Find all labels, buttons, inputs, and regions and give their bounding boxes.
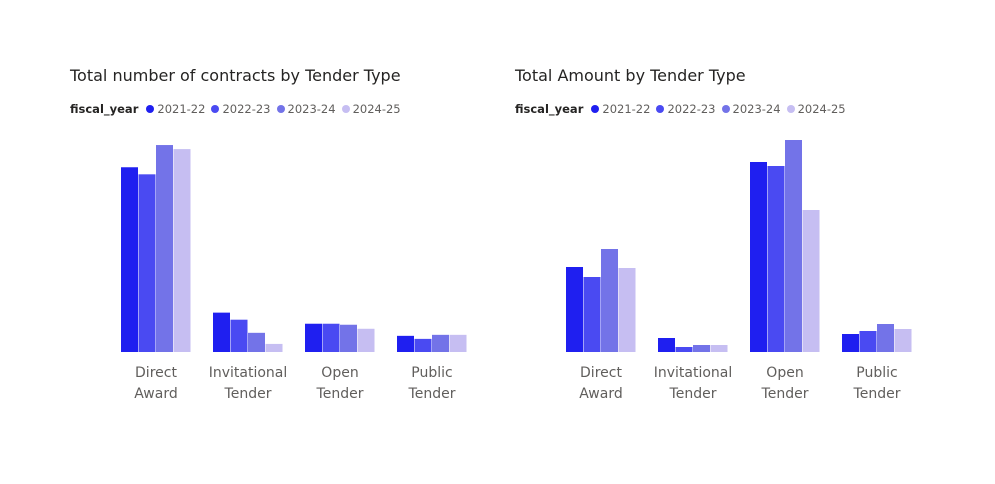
legend-item-2023-24[interactable]: 2023-24 xyxy=(721,102,781,116)
category-label: Tender xyxy=(761,386,809,402)
legend-dot-icon xyxy=(341,105,350,113)
category-label: Open xyxy=(321,365,358,381)
bar-2024-25-invitational-tender[interactable] xyxy=(265,343,283,352)
category-label: Public xyxy=(411,365,452,381)
category-label: Tender xyxy=(316,386,364,402)
category-label: Invitational xyxy=(209,365,288,381)
bar-2024-25-invitational-tender[interactable] xyxy=(710,345,728,352)
category-label: Public xyxy=(856,365,897,381)
bar-2022-23-public-tender[interactable] xyxy=(859,331,877,352)
legend-label: 2021-22 xyxy=(602,102,651,116)
legend-title: fiscal_year xyxy=(70,102,139,116)
bar-2021-22-invitational-tender[interactable] xyxy=(658,338,675,352)
legend-label: 2022-23 xyxy=(667,102,716,116)
bar-2021-22-open-tender[interactable] xyxy=(305,323,322,352)
legend-dot-icon xyxy=(786,105,795,113)
bar-chart-amount: Direct Award Invitational Tender Open Tender P… xyxy=(566,140,912,402)
bar-2024-25-direct-award[interactable] xyxy=(618,268,636,352)
bar-2021-22-public-tender[interactable] xyxy=(397,335,414,352)
bar-2023-24-public-tender[interactable] xyxy=(432,334,449,352)
bar-2024-25-direct-award[interactable] xyxy=(173,149,191,352)
bar-2021-22-direct-award[interactable] xyxy=(566,267,583,352)
bar-chart-contracts: Direct Award Invitational Tender Open Tender P… xyxy=(121,145,467,402)
bar-2022-23-public-tender[interactable] xyxy=(414,338,432,352)
legend-item-2024-25[interactable]: 2024-25 xyxy=(786,102,846,116)
legend-title: fiscal_year xyxy=(515,102,584,116)
bar-2023-24-invitational-tender[interactable] xyxy=(693,345,710,352)
legend-item-2022-23[interactable]: 2022-23 xyxy=(656,102,716,116)
bar-2022-23-invitational-tender[interactable] xyxy=(230,319,248,352)
legend-item-2021-22[interactable]: 2021-22 xyxy=(146,102,205,116)
legend: fiscal_year 2021-22 2022-23 2023-24 2024… xyxy=(515,102,852,116)
category-label: Tender xyxy=(853,386,901,402)
bar-2022-23-open-tender[interactable] xyxy=(322,323,340,352)
bar-2023-24-open-tender[interactable] xyxy=(340,324,357,352)
bar-2021-22-direct-award[interactable] xyxy=(121,167,138,352)
bar-2022-23-direct-award[interactable] xyxy=(583,277,601,352)
bar-2024-25-open-tender[interactable] xyxy=(357,328,375,352)
legend-item-2023-24[interactable]: 2023-24 xyxy=(276,102,336,116)
legend-dot-icon xyxy=(591,105,600,113)
legend-label: 2022-23 xyxy=(222,102,271,116)
legend-dot-icon xyxy=(721,105,730,113)
chart-title: Total Amount by Tender Type xyxy=(515,66,746,85)
chart-panel-contracts: Total number of contracts by Tender Type… xyxy=(70,0,540,484)
legend-dot-icon xyxy=(656,105,665,113)
bar-2023-24-open-tender[interactable] xyxy=(785,140,802,352)
legend-dot-icon xyxy=(146,105,155,113)
bar-2021-22-public-tender[interactable] xyxy=(842,334,859,352)
legend-item-2024-25[interactable]: 2024-25 xyxy=(341,102,401,116)
bar-2024-25-public-tender[interactable] xyxy=(449,334,467,352)
legend-item-2021-22[interactable]: 2021-22 xyxy=(591,102,650,116)
category-label: Open xyxy=(766,365,803,381)
bar-2023-24-direct-award[interactable] xyxy=(601,249,618,352)
category-label: Direct xyxy=(135,365,177,381)
bar-2023-24-direct-award[interactable] xyxy=(156,145,173,352)
category-label: Award xyxy=(134,386,177,402)
legend-label: 2023-24 xyxy=(732,102,781,116)
legend-label: 2021-22 xyxy=(157,102,206,116)
legend-label: 2023-24 xyxy=(287,102,336,116)
legend-label: 2024-25 xyxy=(352,102,401,116)
category-label: Invitational xyxy=(654,365,733,381)
chart-panel-amount: Total Amount by Tender Type fiscal_year … xyxy=(515,0,985,484)
bar-2021-22-open-tender[interactable] xyxy=(750,162,767,352)
bar-2024-25-open-tender[interactable] xyxy=(802,210,820,352)
category-label: Tender xyxy=(669,386,717,402)
bar-2022-23-invitational-tender[interactable] xyxy=(675,347,693,352)
bar-2022-23-open-tender[interactable] xyxy=(767,166,785,352)
bar-2022-23-direct-award[interactable] xyxy=(138,174,156,352)
category-label: Tender xyxy=(408,386,456,402)
legend-dot-icon xyxy=(276,105,285,113)
chart-title: Total number of contracts by Tender Type xyxy=(70,66,401,85)
bar-2024-25-public-tender[interactable] xyxy=(894,329,912,352)
bar-2021-22-invitational-tender[interactable] xyxy=(213,312,230,352)
legend-item-2022-23[interactable]: 2022-23 xyxy=(211,102,271,116)
category-label: Direct xyxy=(580,365,622,381)
category-label: Award xyxy=(579,386,622,402)
legend-label: 2024-25 xyxy=(797,102,846,116)
legend-dot-icon xyxy=(211,105,220,113)
category-label: Tender xyxy=(224,386,272,402)
bar-2023-24-invitational-tender[interactable] xyxy=(248,332,265,352)
bar-2023-24-public-tender[interactable] xyxy=(877,324,894,352)
legend: fiscal_year 2021-22 2022-23 2023-24 2024… xyxy=(70,102,407,116)
